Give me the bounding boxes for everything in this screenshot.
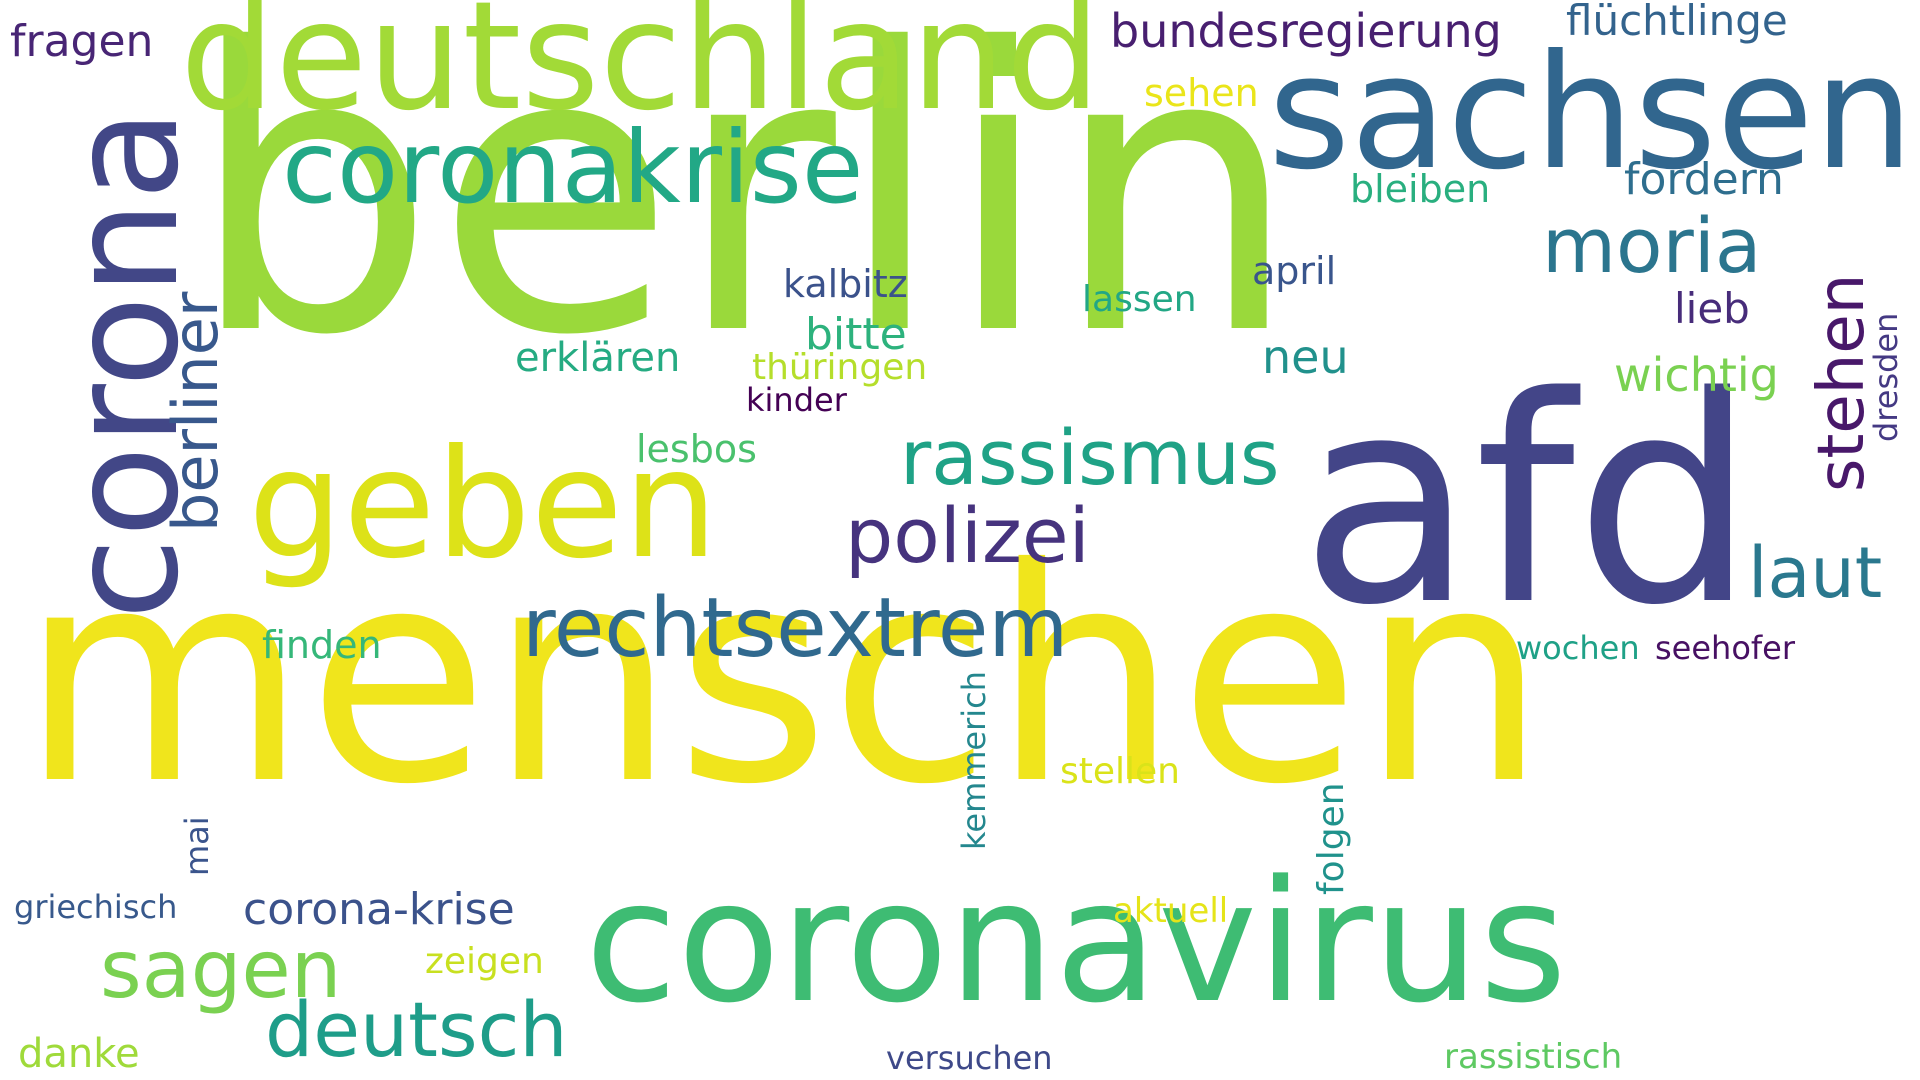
- word-coronavirus: coronavirus: [585, 844, 1567, 1040]
- word-rassismus: rassismus: [900, 413, 1280, 502]
- word-zeigen: zeigen: [425, 941, 544, 982]
- word-bleiben: bleiben: [1350, 167, 1491, 211]
- word-menschen: menschen: [20, 505, 1548, 849]
- word-deutschland: deutschland: [180, 0, 1101, 144]
- word-rassistisch: rassistisch: [1444, 1037, 1623, 1077]
- word-sachsen: sachsen: [1268, 21, 1914, 205]
- word-geben: geben: [248, 418, 719, 592]
- word-seehofer: seehofer: [1655, 629, 1796, 667]
- word-thueringen: thüringen: [752, 347, 928, 388]
- word-bitte: bitte: [805, 309, 907, 360]
- word-mai: mai: [178, 816, 216, 876]
- word-stellen: stellen: [1060, 751, 1180, 792]
- word-deutsch: deutsch: [265, 985, 568, 1074]
- word-lesbos: lesbos: [636, 427, 757, 471]
- word-fluechtlinge: flüchtlinge: [1566, 0, 1788, 45]
- word-versuchen: versuchen: [886, 1039, 1053, 1077]
- word-lieb: lieb: [1674, 284, 1750, 333]
- word-griechisch: griechisch: [14, 888, 178, 926]
- word-moria: moria: [1542, 201, 1762, 290]
- word-bundesregierung: bundesregierung: [1110, 4, 1502, 58]
- word-berliner: berliner: [159, 291, 232, 532]
- word-fordern: fordern: [1624, 154, 1784, 205]
- word-corona-krise: corona-krise: [243, 884, 515, 935]
- word-laut: laut: [1748, 532, 1883, 614]
- word-kemmerich: kemmerich: [955, 670, 993, 850]
- word-wochen: wochen: [1516, 629, 1640, 667]
- word-fragen: fragen: [10, 16, 154, 67]
- word-stehen: stehen: [1805, 273, 1879, 492]
- word-erklaeren: erklären: [515, 335, 681, 381]
- word-neu: neu: [1262, 330, 1349, 384]
- word-kinder: kinder: [746, 381, 847, 419]
- word-wichtig: wichtig: [1614, 348, 1779, 402]
- word-afd: afd: [1300, 336, 1756, 668]
- word-lassen: lassen: [1082, 279, 1197, 320]
- word-rechtsextrem: rechtsextrem: [522, 581, 1069, 676]
- word-folgen: folgen: [1311, 782, 1352, 895]
- word-danke: danke: [18, 1031, 140, 1077]
- word-coronakrise: coronakrise: [282, 109, 864, 226]
- word-aktuell: aktuell: [1113, 891, 1229, 931]
- word-sagen: sagen: [100, 923, 342, 1016]
- word-april: april: [1252, 249, 1337, 293]
- word-berlin: berlin: [188, 0, 1300, 420]
- word-finden: finden: [262, 623, 382, 667]
- word-polizei: polizei: [845, 491, 1090, 580]
- word-kalbitz: kalbitz: [783, 262, 908, 306]
- word-dresden: dresden: [1867, 312, 1905, 442]
- word-sehen: sehen: [1144, 71, 1259, 115]
